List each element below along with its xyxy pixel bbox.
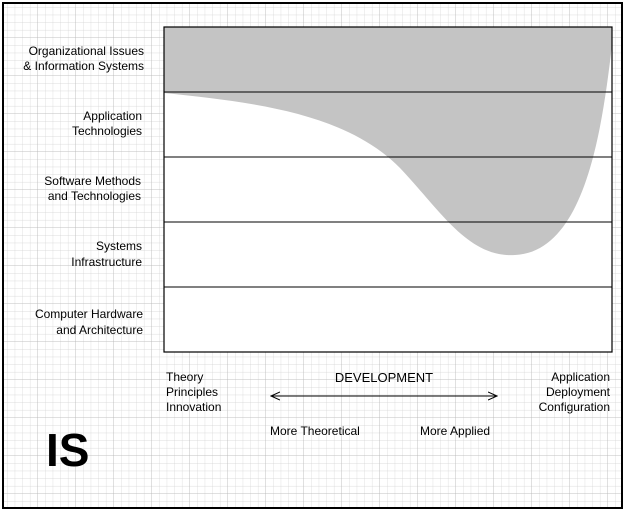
arrow-label: More Applied	[420, 424, 490, 438]
left-label: Principles	[166, 385, 218, 399]
right-label: Configuration	[539, 400, 610, 414]
discipline-area	[164, 27, 612, 256]
row-label: and Architecture	[56, 323, 143, 337]
row-label: Systems	[96, 239, 142, 253]
row-label: and Technologies	[48, 189, 141, 203]
arrow-label: More Theoretical	[270, 424, 360, 438]
axis-label: DEVELOPMENT	[335, 370, 433, 385]
right-label: Deployment	[546, 385, 611, 399]
plot-frame	[163, 26, 613, 353]
right-label: Application	[551, 370, 610, 384]
left-label: Innovation	[166, 400, 221, 414]
row-label: Organizational Issues	[29, 44, 144, 58]
row-label: Software Methods	[44, 174, 141, 188]
row-label: Computer Hardware	[35, 307, 143, 321]
row-labels: Organizational Issues & Information Syst…	[23, 44, 144, 337]
row-lines	[164, 91, 612, 288]
row-label: Application	[83, 109, 142, 123]
row-label: Infrastructure	[71, 255, 142, 269]
row-label: Technologies	[72, 124, 142, 138]
row-label: & Information Systems	[23, 59, 144, 73]
title: IS	[46, 424, 89, 476]
left-label: Theory	[166, 370, 203, 384]
